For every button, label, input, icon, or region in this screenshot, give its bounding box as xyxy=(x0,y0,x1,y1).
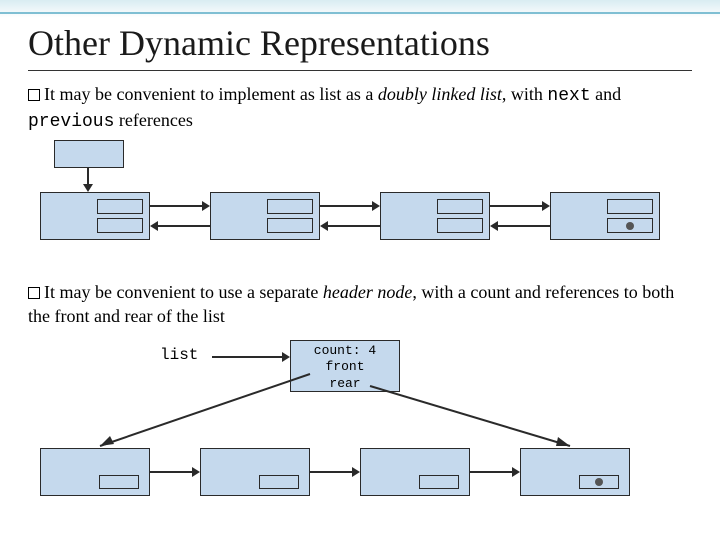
dll-node-1-next xyxy=(97,218,143,233)
null-dot xyxy=(595,478,603,486)
list-node-2 xyxy=(200,448,310,496)
slide-title: Other Dynamic Representations xyxy=(28,22,490,64)
list-node-3 xyxy=(360,448,470,496)
list-node-4-ref xyxy=(579,475,619,489)
list-label: list xyxy=(160,346,198,364)
bullet2-italic: header node xyxy=(323,282,412,302)
dll-node-2-next xyxy=(267,218,313,233)
link-arrow-3-shaft xyxy=(470,471,514,473)
dll-node-4-next xyxy=(607,218,653,233)
link-arrow-1-head xyxy=(192,467,200,477)
bullet-icon xyxy=(28,287,40,299)
list-node-4 xyxy=(520,448,630,496)
dll-node-4 xyxy=(550,192,660,240)
prev-arrow-2-head xyxy=(320,221,328,231)
next-arrow-3-head xyxy=(542,201,550,211)
header-rear-label: rear xyxy=(291,376,399,392)
bullet2-text-pre: It may be convenient to use a separate xyxy=(44,282,323,302)
link-arrow-2-shaft xyxy=(310,471,354,473)
list-node-3-ref xyxy=(419,475,459,489)
bullet1-italic: doubly linked list xyxy=(378,84,502,104)
next-arrow-1-shaft xyxy=(150,205,204,207)
dll-node-3-next xyxy=(437,218,483,233)
dll-node-4-prev xyxy=(607,199,653,214)
bullet1-code1: next xyxy=(547,86,590,106)
bullet1-post: references xyxy=(114,110,192,130)
slide-top-accent xyxy=(0,0,720,18)
bullet-1: It may be convenient to implement as lis… xyxy=(28,82,692,135)
link-arrow-3-head xyxy=(512,467,520,477)
list-to-header-head xyxy=(282,352,290,362)
list-node-1 xyxy=(40,448,150,496)
prev-arrow-1-shaft xyxy=(156,225,210,227)
bullet-2: It may be convenient to use a separate h… xyxy=(28,280,692,329)
diagram-doubly-linked-list xyxy=(40,140,680,260)
title-underline xyxy=(28,70,692,71)
next-arrow-2-head xyxy=(372,201,380,211)
dll-node-1-prev xyxy=(97,199,143,214)
dll-node-2 xyxy=(210,192,320,240)
list-to-header-shaft xyxy=(212,356,284,358)
bullet1-code2: previous xyxy=(28,112,114,132)
list-node-1-ref xyxy=(99,475,139,489)
bullet-icon xyxy=(28,89,40,101)
head-arrow-head xyxy=(83,184,93,192)
diagram-header-node-list: list count: 4 front rear xyxy=(40,340,680,530)
header-front-label: front xyxy=(291,359,399,375)
link-arrow-1-shaft xyxy=(150,471,194,473)
bullet1-mid2: and xyxy=(591,84,622,104)
header-count-value: 4 xyxy=(368,343,376,358)
bullet1-mid: , with xyxy=(502,84,548,104)
prev-arrow-3-head xyxy=(490,221,498,231)
dll-node-3-prev xyxy=(437,199,483,214)
slide-accent-line xyxy=(0,12,720,14)
header-count-line: count: 4 xyxy=(291,343,399,359)
header-node-box: count: 4 front rear xyxy=(290,340,400,392)
dll-node-3 xyxy=(380,192,490,240)
prev-arrow-2-shaft xyxy=(326,225,380,227)
next-arrow-3-shaft xyxy=(490,205,544,207)
head-pointer-box xyxy=(54,140,124,168)
next-arrow-1-head xyxy=(202,201,210,211)
null-dot xyxy=(626,222,634,230)
next-arrow-2-shaft xyxy=(320,205,374,207)
list-node-2-ref xyxy=(259,475,299,489)
prev-arrow-3-shaft xyxy=(496,225,550,227)
prev-arrow-1-head xyxy=(150,221,158,231)
dll-node-2-prev xyxy=(267,199,313,214)
header-count-label: count: xyxy=(314,343,361,358)
bullet1-text-pre: It may be convenient to implement as lis… xyxy=(44,84,378,104)
link-arrow-2-head xyxy=(352,467,360,477)
dll-node-1 xyxy=(40,192,150,240)
